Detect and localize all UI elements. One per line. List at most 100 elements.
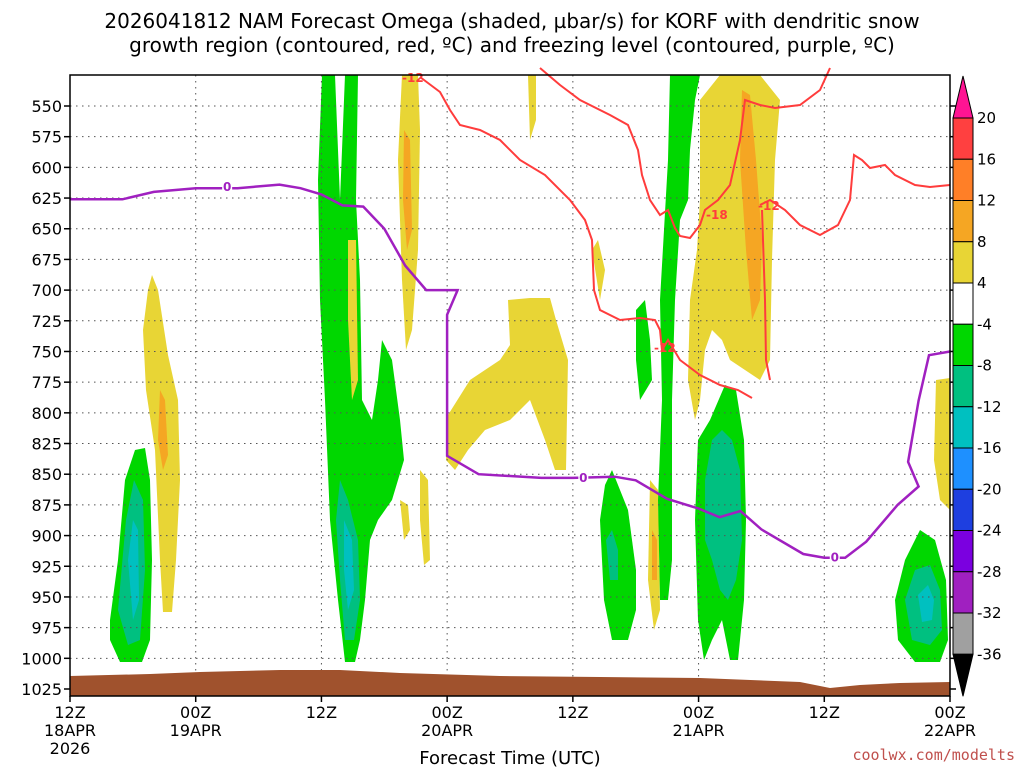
dendritic-contours — [419, 67, 951, 399]
y-tick-label-700: 700 — [31, 281, 62, 300]
y-tick-label-900: 900 — [31, 527, 62, 546]
y-tick-label-725: 725 — [31, 312, 62, 331]
plot-border — [69, 74, 951, 697]
colorbar-segment-1 — [952, 117, 974, 160]
gridlines — [70, 75, 950, 696]
y-tick-label-850: 850 — [31, 465, 62, 484]
colorbar-label-11: -28 — [977, 563, 1002, 581]
x-axis-title: Forecast Time (UTC) — [419, 748, 600, 768]
colorbar-segment-10 — [952, 488, 974, 531]
freezing-label-bg-0 — [222, 179, 233, 194]
x-tick-date-0: 18APR — [44, 721, 96, 740]
colorbar-segment-12 — [952, 571, 974, 614]
x-tick-label-36: 00Z — [431, 703, 462, 722]
y-tick-label-775: 775 — [31, 373, 62, 392]
y-tick-label-1025: 1025 — [21, 680, 62, 699]
colorbar-label-2: 12 — [977, 192, 996, 210]
dendritic-label-4: -12 — [654, 341, 676, 355]
colorbar-label-7: -12 — [977, 398, 1002, 416]
freezing-label-bg-2 — [829, 549, 840, 564]
x-tick-date-36: 20APR — [421, 721, 473, 740]
dendritic-label-3: -12 — [758, 199, 780, 213]
x-tick-label-72: 12Z — [809, 703, 840, 722]
y-tick-label-925: 925 — [31, 557, 62, 576]
colorbar-segment-3 — [952, 200, 974, 243]
colorbar-segment-13 — [952, 612, 974, 655]
colorbar-segment-8 — [952, 406, 974, 449]
dendritic-contour-right — [759, 153, 951, 237]
colorbar-label-5: -4 — [977, 315, 992, 333]
omega-orange-core-9 — [740, 90, 762, 320]
y-tick-label-975: 975 — [31, 619, 62, 638]
y-tick-label-1000: 1000 — [21, 649, 62, 668]
y-tick-label-675: 675 — [31, 250, 62, 269]
x-tick-label-0: 12Z — [54, 703, 85, 722]
y-tick-label-950: 950 — [31, 588, 62, 607]
omega-orange-core-2 — [403, 130, 412, 250]
y-tick-label-750: 750 — [31, 342, 62, 361]
omega-yellow-column-2 — [348, 240, 358, 400]
y-tick-label-625: 625 — [31, 189, 62, 208]
x-tick-year-0: 2026 — [50, 739, 91, 758]
freezing-level-line — [70, 183, 951, 559]
omega-cyan-core-2 — [344, 520, 354, 610]
omega-yellow-region-5 — [592, 240, 605, 300]
omega-yellow-region-6 — [400, 500, 410, 540]
colorbar-label-9: -20 — [977, 480, 1002, 498]
colorbar-segment-6 — [952, 323, 974, 366]
dendritic-label-2: -18 — [706, 208, 728, 222]
omega-orange-core-1 — [158, 390, 168, 470]
omega-yellow-region-3 — [528, 75, 536, 140]
y-tick-label-550: 550 — [31, 97, 62, 116]
colorbar-label-10: -24 — [977, 522, 1002, 540]
freezing-label-bg-1 — [578, 469, 589, 484]
ground-terrain — [70, 670, 950, 696]
omega-teal-core-3 — [606, 530, 618, 580]
omega-cyan-core-1 — [128, 520, 139, 620]
colorbar-segment-7 — [952, 365, 974, 408]
dendritic-contour-mid — [761, 209, 771, 381]
y-tick-label-650: 650 — [31, 220, 62, 239]
x-tick-label-84: 00Z — [934, 703, 965, 722]
x-tick-date-12: 19APR — [170, 721, 222, 740]
colorbar: 20 16 12 8 4 -4 -8 -12 -16 -20 -24 -28 -32 -36 — [952, 75, 1002, 697]
colorbar-label-3: 8 — [977, 233, 987, 251]
colorbar-bottom-arrow — [952, 653, 974, 697]
colorbar-top-arrow — [952, 75, 974, 119]
freezing-label-2: 0 — [831, 551, 839, 565]
colorbar-label-8: -16 — [977, 439, 1002, 457]
omega-yellow-region-10 — [934, 378, 950, 510]
colorbar-segment-9 — [952, 447, 974, 490]
dendritic-contour-upper — [419, 76, 753, 399]
plot-area: -12 -18 -12 -12 0 0 0 — [69, 67, 951, 697]
omega-green-column-5 — [658, 75, 700, 600]
colorbar-segment-4 — [952, 241, 974, 284]
colorbar-segment-5 — [952, 282, 974, 325]
colorbar-segment-2 — [952, 158, 974, 201]
y-tick-label-575: 575 — [31, 128, 62, 147]
colorbar-label-1: 16 — [977, 150, 996, 168]
colorbar-label-0: 20 — [977, 109, 996, 127]
x-tick-label-60: 00Z — [683, 703, 714, 722]
colorbar-label-4: 4 — [977, 274, 987, 292]
y-tick-label-825: 825 — [31, 435, 62, 454]
dendritic-contour-upper-2 — [539, 67, 831, 240]
x-tick-date-60: 21APR — [673, 721, 725, 740]
colorbar-segment-11 — [952, 530, 974, 573]
x-tick-label-12: 00Z — [180, 703, 211, 722]
omega-yellow-region-7 — [420, 470, 430, 565]
credit-text: coolwx.com/modelts — [852, 746, 1015, 764]
x-tick-label-24: 12Z — [306, 703, 337, 722]
omega-shading — [110, 75, 950, 662]
dendritic-label-1: -12 — [402, 71, 424, 85]
colorbar-label-12: -32 — [977, 604, 1002, 622]
omega-green-column-4 — [636, 300, 652, 400]
x-tick-label-48: 12Z — [557, 703, 588, 722]
x-tick-date-84: 22APR — [924, 721, 976, 740]
freezing-label-0: 0 — [223, 180, 231, 194]
omega-yellow-region-4 — [446, 298, 568, 470]
colorbar-label-13: -36 — [977, 645, 1002, 663]
omega-orange-core-8 — [652, 530, 657, 580]
